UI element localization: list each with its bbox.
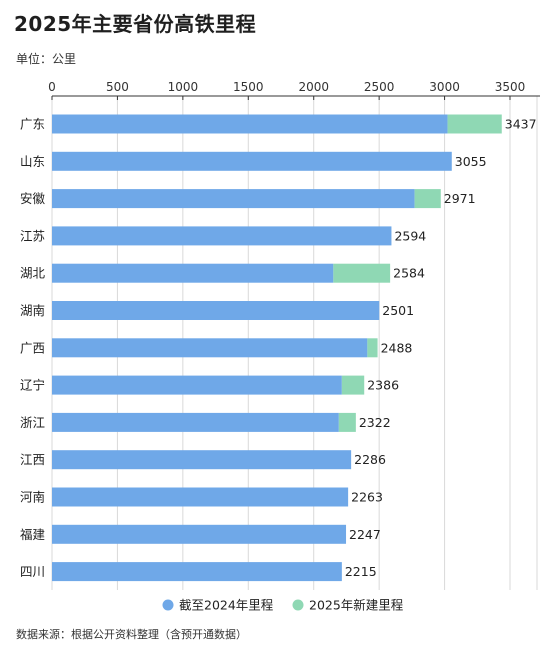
bar-2025-new [367,338,378,358]
x-tick-label: 500 [106,80,129,94]
bar-2024 [52,487,349,507]
x-tick-label: 2000 [298,80,329,94]
chart-title: 2025年主要省份高铁里程 [14,12,257,36]
bar-2025-new [338,412,356,432]
bar-2025-new [333,263,391,283]
category-label: 江苏 [20,228,45,243]
data-label: 3437 [505,117,537,132]
bar-2024 [52,263,334,283]
unit-label: 单位：公里 [16,52,77,66]
source-note: 数据来源：根据公开资料整理（含预开通数据） [16,628,247,641]
category-label: 辽宁 [20,378,45,393]
bar-2025-new [341,375,365,395]
bar-2024 [52,338,368,358]
bar-2024 [52,412,339,432]
data-label: 2584 [393,266,425,281]
bar-2024 [52,189,415,209]
bar-2024 [52,114,448,134]
data-label: 2594 [394,228,426,243]
legend-marker-2025-new [292,599,304,611]
bar-2025-new [447,114,502,134]
category-label: 湖南 [20,303,45,318]
data-label: 2386 [367,378,399,393]
data-label: 2488 [381,340,413,355]
bar-2024 [52,375,342,395]
bar-2024 [52,524,347,544]
x-tick-label: 3500 [495,80,526,94]
x-tick-label: 1500 [233,80,264,94]
x-tick-label: 2500 [364,80,395,94]
bar-chart: 0 500 1000 1500 2000 2500 3000 3500 广东 3437 山东 3055… [20,80,540,613]
bar-2024 [52,450,352,470]
bar-2024 [52,226,392,246]
x-tick-label: 3000 [429,80,460,94]
category-label: 山东 [20,154,45,169]
category-label: 浙江 [20,415,45,430]
data-label: 2322 [359,415,391,430]
category-label: 福建 [20,527,46,542]
category-label: 四川 [20,564,45,579]
data-label: 2215 [345,564,377,579]
data-label: 2247 [349,527,381,542]
data-label: 2971 [444,191,476,206]
bar-2025-new [414,189,441,209]
category-label: 安徽 [20,191,46,206]
bar-2024 [52,301,380,320]
legend-label: 2025年新建里程 [309,598,404,613]
data-label: 3055 [455,154,487,169]
legend-label: 截至2024年里程 [179,598,274,613]
data-label: 2286 [354,452,386,467]
data-label: 2263 [351,490,383,505]
data-label: 2501 [382,303,414,318]
legend-marker-2024 [162,599,174,611]
category-label: 广西 [20,340,45,355]
category-label: 江西 [20,452,45,467]
x-tick-label: 0 [48,80,56,94]
bar-2024 [52,151,452,171]
category-label: 广东 [20,117,45,132]
bar-2024 [52,562,342,582]
x-tick-label: 1000 [168,80,199,94]
category-label: 河南 [20,490,45,505]
category-label: 湖北 [20,266,46,281]
